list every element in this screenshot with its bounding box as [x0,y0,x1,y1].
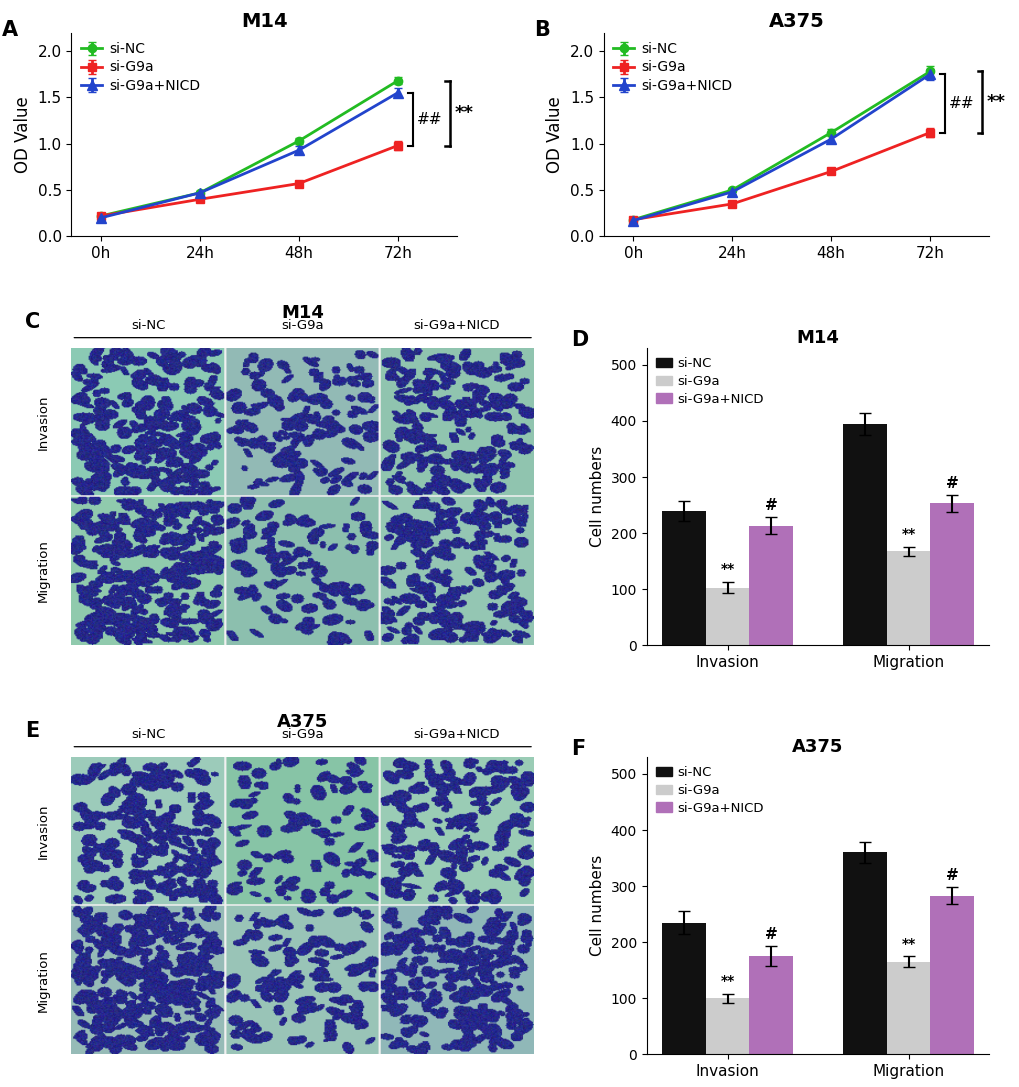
Text: D: D [571,330,588,350]
Text: **: ** [453,104,473,122]
Bar [843,852,887,1054]
Text: si-NC: si-NC [131,728,165,740]
Text: ##: ## [948,96,973,111]
Legend: si-NC, si-G9a, si-G9a+NICD: si-NC, si-G9a, si-G9a+NICD [610,39,735,96]
Y-axis label: Cell numbers: Cell numbers [590,855,604,957]
Text: si-G9a: si-G9a [281,728,324,740]
Text: #: # [764,498,776,513]
Legend: si-NC, si-G9a, si-G9a+NICD: si-NC, si-G9a, si-G9a+NICD [78,39,203,96]
Text: si-NC: si-NC [131,318,165,332]
Bar [749,526,792,646]
Text: Migration: Migration [37,539,50,602]
Bar [661,511,705,646]
Text: #: # [945,867,958,883]
Bar [887,962,929,1054]
Bar [887,551,929,646]
Title: M14: M14 [281,303,324,322]
Legend: si-NC, si-G9a, si-G9a+NICD: si-NC, si-G9a, si-G9a+NICD [653,354,765,409]
Y-axis label: Cell numbers: Cell numbers [590,446,604,548]
Text: **: ** [901,937,915,951]
Bar [749,957,792,1054]
Text: B: B [534,21,549,40]
Title: M14: M14 [240,12,287,32]
Text: #: # [764,926,776,941]
Text: **: ** [985,93,1005,111]
Text: si-G9a+NICD: si-G9a+NICD [414,728,499,740]
Bar [705,588,749,646]
Text: #: # [945,475,958,490]
Text: A: A [2,21,18,40]
Text: F: F [571,739,585,759]
Text: Migration: Migration [37,949,50,1012]
Text: Invasion: Invasion [37,395,50,450]
Text: si-G9a+NICD: si-G9a+NICD [414,318,499,332]
Bar [661,923,705,1054]
Y-axis label: OD Value: OD Value [14,96,32,173]
Title: A375: A375 [792,738,843,755]
Title: M14: M14 [796,328,839,347]
Legend: si-NC, si-G9a, si-G9a+NICD: si-NC, si-G9a, si-G9a+NICD [653,764,765,817]
Text: **: ** [901,527,915,541]
Y-axis label: OD Value: OD Value [546,96,564,173]
Text: si-G9a: si-G9a [281,318,324,332]
Bar [843,424,887,646]
Title: A375: A375 [768,12,823,32]
Text: **: ** [719,562,734,576]
Title: A375: A375 [277,713,328,730]
Text: ##: ## [416,112,441,127]
Text: C: C [25,312,41,333]
Bar [929,896,973,1054]
Text: Invasion: Invasion [37,803,50,859]
Bar [929,503,973,646]
Bar [705,998,749,1054]
Text: E: E [25,722,40,741]
Text: **: ** [719,974,734,988]
